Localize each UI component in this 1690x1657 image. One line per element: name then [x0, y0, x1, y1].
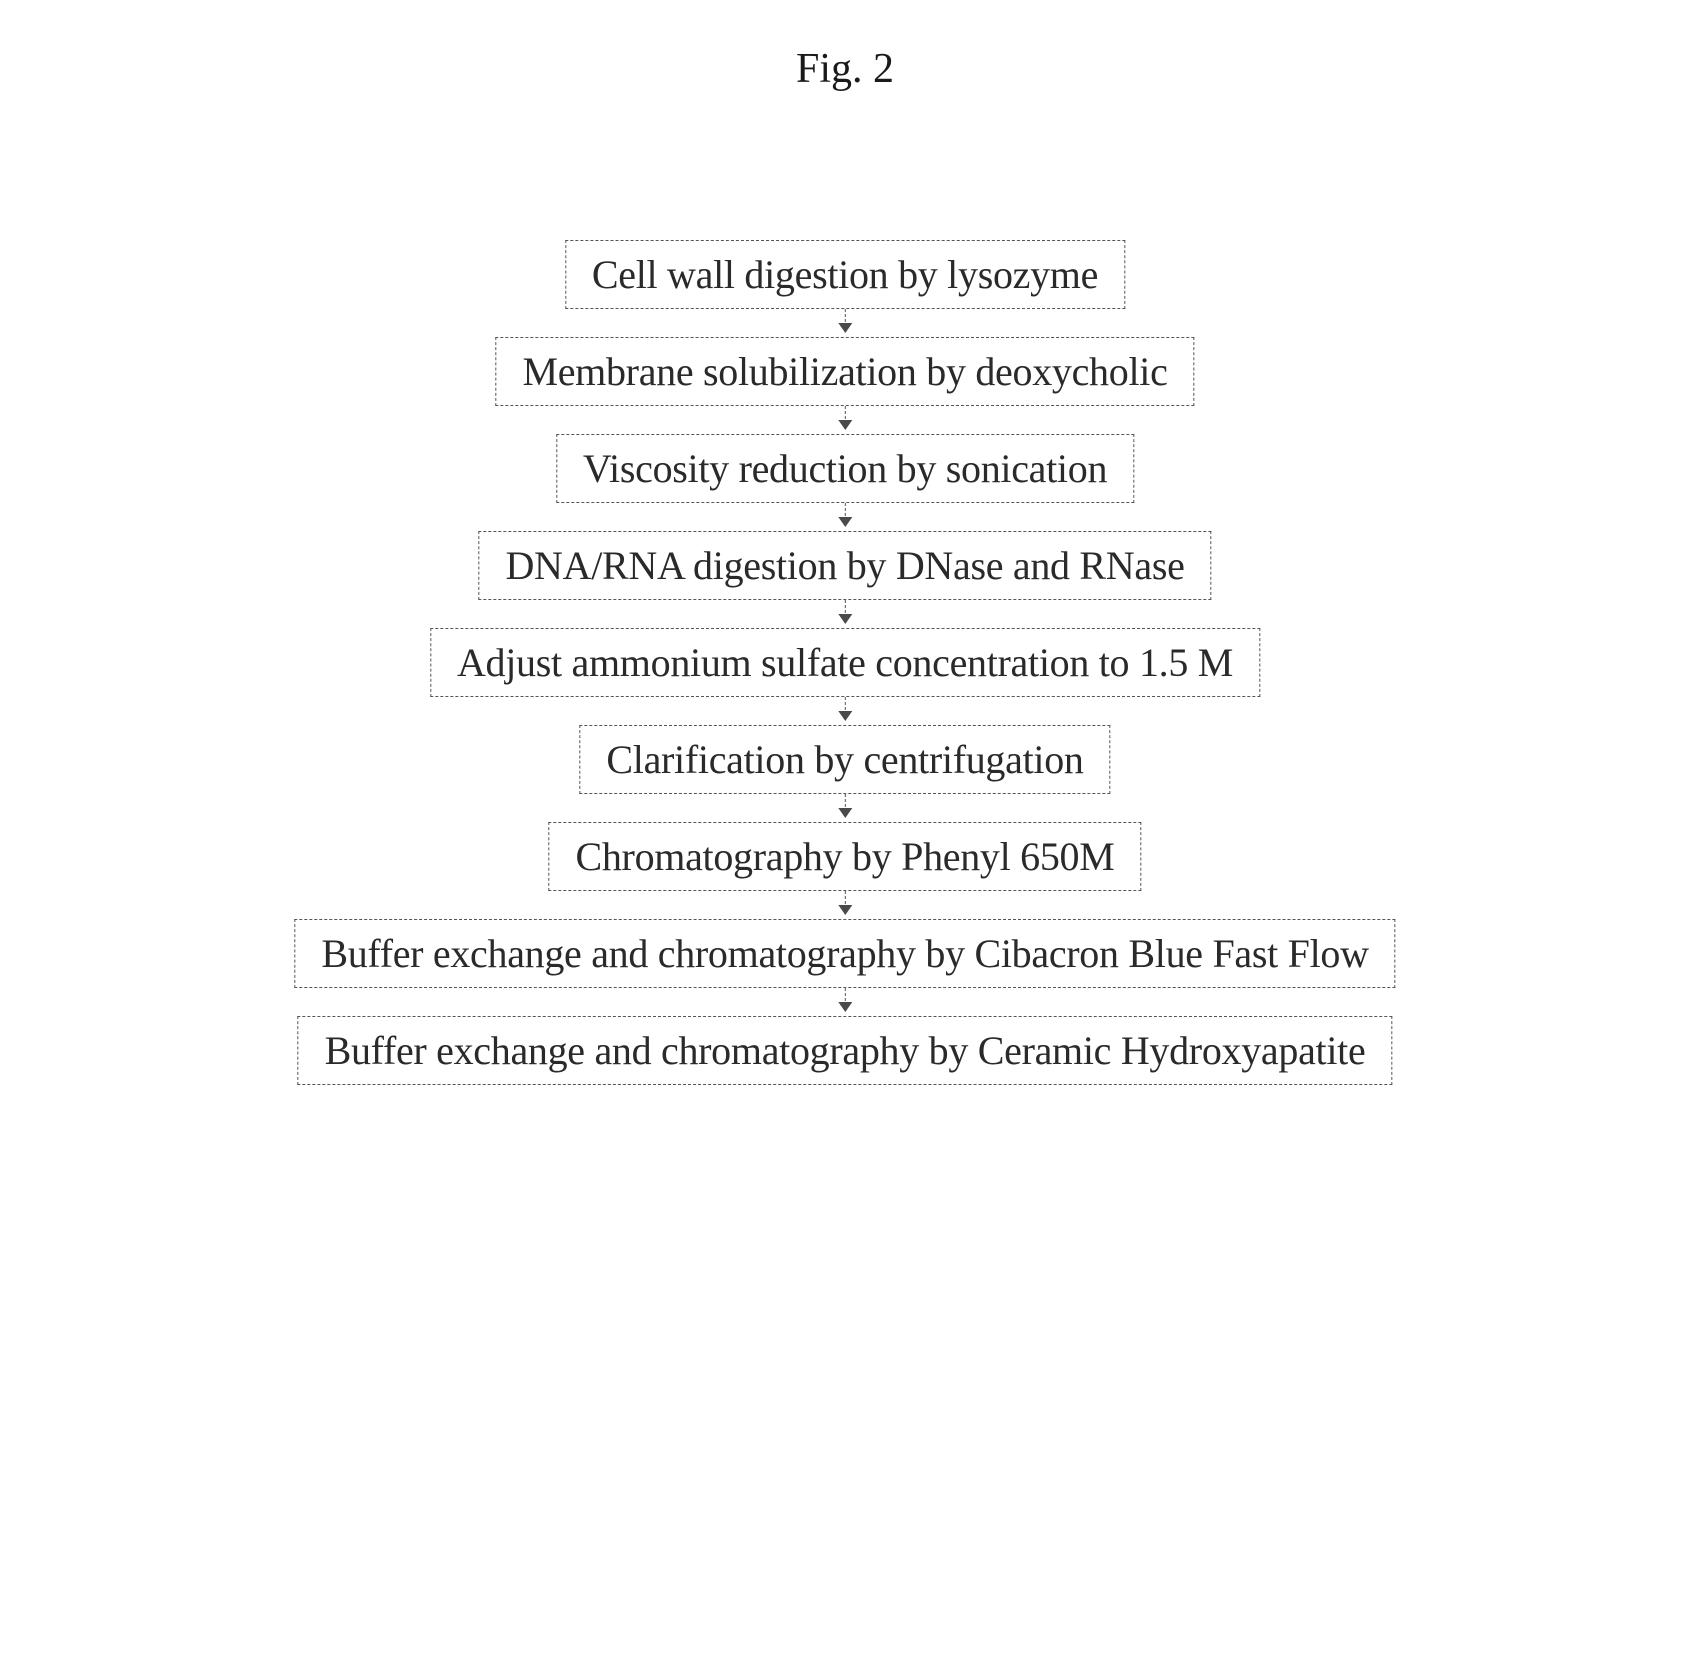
flowchart-step: Chromatography by Phenyl 650M: [548, 822, 1141, 891]
flowchart-container: Cell wall digestion by lysozyme Membrane…: [294, 240, 1395, 1085]
step-label: Membrane solubilization by deoxycholic: [522, 349, 1167, 394]
step-label: Adjust ammonium sulfate concentration to…: [457, 640, 1233, 685]
flowchart-step: Buffer exchange and chromatography by Ce…: [298, 1016, 1393, 1085]
flowchart-arrow-icon: [844, 891, 846, 919]
flowchart-step: Membrane solubilization by deoxycholic: [495, 337, 1194, 406]
step-label: Chromatography by Phenyl 650M: [575, 834, 1114, 879]
flowchart-arrow-icon: [844, 794, 846, 822]
flowchart-step: Adjust ammonium sulfate concentration to…: [430, 628, 1260, 697]
flowchart-arrow-icon: [844, 697, 846, 725]
step-label: Buffer exchange and chromatography by Ci…: [321, 931, 1368, 976]
step-label: Cell wall digestion by lysozyme: [592, 252, 1098, 297]
flowchart-step: Clarification by centrifugation: [579, 725, 1110, 794]
step-label: DNA/RNA digestion by DNase and RNase: [505, 543, 1184, 588]
flowchart-arrow-icon: [844, 988, 846, 1016]
flowchart-arrow-icon: [844, 309, 846, 337]
flowchart-arrow-icon: [844, 406, 846, 434]
flowchart-step: Buffer exchange and chromatography by Ci…: [294, 919, 1395, 988]
step-label: Clarification by centrifugation: [606, 737, 1083, 782]
figure-title: Fig. 2: [796, 45, 894, 93]
flowchart-step: Viscosity reduction by sonication: [556, 434, 1134, 503]
flowchart-step: Cell wall digestion by lysozyme: [565, 240, 1125, 309]
step-label: Buffer exchange and chromatography by Ce…: [325, 1028, 1366, 1073]
flowchart-step: DNA/RNA digestion by DNase and RNase: [478, 531, 1211, 600]
flowchart-arrow-icon: [844, 600, 846, 628]
step-label: Viscosity reduction by sonication: [583, 446, 1107, 491]
flowchart-arrow-icon: [844, 503, 846, 531]
